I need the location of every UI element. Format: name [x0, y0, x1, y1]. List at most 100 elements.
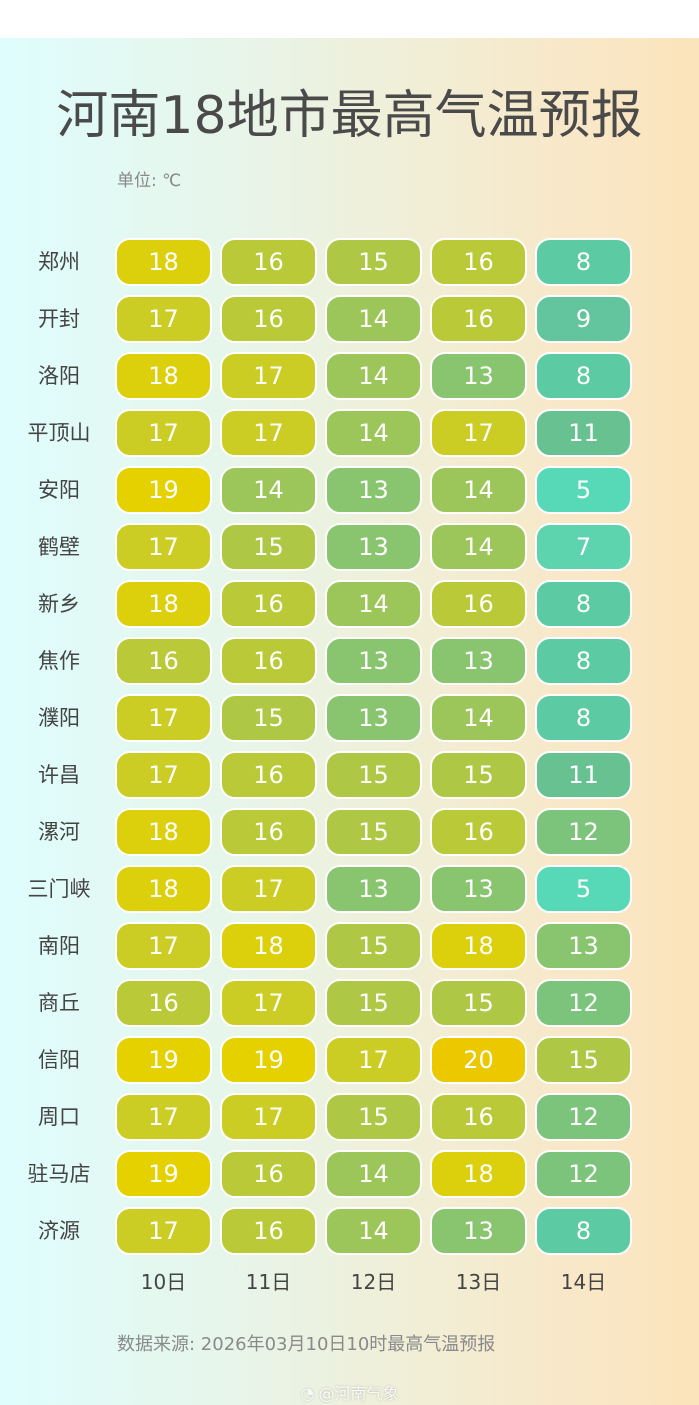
- temperature-cell: 19: [220, 1036, 317, 1084]
- temperature-cell: 17: [430, 409, 527, 457]
- temperature-cell: 18: [430, 1150, 527, 1198]
- city-label: 平顶山: [27, 421, 91, 445]
- date-label: 13日: [455, 1270, 502, 1294]
- temperature-cell: 7: [535, 523, 632, 571]
- date-label: 10日: [140, 1270, 187, 1294]
- city-label: 焦作: [38, 649, 80, 673]
- temperature-cell: 18: [430, 922, 527, 970]
- date-label: 12日: [350, 1270, 397, 1294]
- city-label: 新乡: [38, 592, 80, 616]
- temperature-cell: 18: [115, 808, 212, 856]
- temperature-cell: 16: [430, 238, 527, 286]
- temperature-cell: 15: [535, 1036, 632, 1084]
- city-label: 商丘: [38, 991, 80, 1015]
- table-row: 焦作 16 16 13 13 8: [0, 637, 699, 687]
- temperature-cell: 9: [535, 295, 632, 343]
- temperature-cell: 14: [220, 466, 317, 514]
- temperature-cell: 16: [220, 1207, 317, 1255]
- temperature-cell: 16: [220, 808, 317, 856]
- temperature-cell: 18: [115, 238, 212, 286]
- temperature-cell: 12: [535, 979, 632, 1027]
- temperature-cell: 16: [220, 238, 317, 286]
- temperature-cell: 14: [325, 1207, 422, 1255]
- table-row: 洛阳 18 17 14 13 8: [0, 352, 699, 402]
- temperature-cell: 11: [535, 409, 632, 457]
- temperature-cell: 18: [220, 922, 317, 970]
- temperature-cell: 19: [115, 1150, 212, 1198]
- city-label: 信阳: [38, 1048, 80, 1072]
- temperature-cell: 13: [535, 922, 632, 970]
- city-label: 许昌: [38, 763, 80, 787]
- temperature-cell: 17: [220, 352, 317, 400]
- temperature-cell: 15: [220, 523, 317, 571]
- city-label: 鹤壁: [38, 535, 80, 559]
- city-label: 济源: [38, 1219, 80, 1243]
- city-label: 驻马店: [27, 1162, 91, 1186]
- temperature-cell: 16: [220, 1150, 317, 1198]
- temperature-cell: 17: [220, 409, 317, 457]
- temperature-cell: 17: [115, 694, 212, 742]
- temperature-cell: 15: [325, 922, 422, 970]
- temperature-cell: 17: [115, 1207, 212, 1255]
- temperature-cell: 8: [535, 1207, 632, 1255]
- temperature-cell: 16: [430, 295, 527, 343]
- city-label: 三门峡: [27, 877, 91, 901]
- forecast-card: 河南18地市最高气温预报 单位: ℃ 郑州 18 16 15 16 8 开封 17 16 14 16…: [0, 38, 699, 1405]
- watermark: ◔ @河南气象: [0, 1380, 699, 1404]
- temperature-cell: 16: [430, 808, 527, 856]
- temperature-cell: 13: [325, 466, 422, 514]
- table-row: 三门峡 18 17 13 13 5: [0, 865, 699, 915]
- table-row: 许昌 17 16 15 15 11: [0, 751, 699, 801]
- temperature-cell: 13: [430, 637, 527, 685]
- table-row: 驻马店 19 16 14 18 12: [0, 1150, 699, 1200]
- table-row: 漯河 18 16 15 16 12: [0, 808, 699, 858]
- temperature-cell: 8: [535, 238, 632, 286]
- temperature-cell: 15: [430, 751, 527, 799]
- temperature-cell: 16: [115, 979, 212, 1027]
- temperature-cell: 14: [325, 352, 422, 400]
- temperature-cell: 16: [220, 751, 317, 799]
- temperature-cell: 13: [325, 694, 422, 742]
- temperature-cell: 15: [325, 1093, 422, 1141]
- temperature-cell: 14: [325, 409, 422, 457]
- temperature-cell: 18: [115, 865, 212, 913]
- temperature-cell: 13: [430, 352, 527, 400]
- city-label: 南阳: [38, 934, 80, 958]
- temperature-cell: 15: [325, 979, 422, 1027]
- temperature-cell: 16: [220, 295, 317, 343]
- temperature-cell: 15: [220, 694, 317, 742]
- table-row: 周口 17 17 15 16 12: [0, 1093, 699, 1143]
- temperature-cell: 14: [325, 1150, 422, 1198]
- table-row: 郑州 18 16 15 16 8: [0, 238, 699, 288]
- temperature-cell: 18: [115, 352, 212, 400]
- table-row: 濮阳 17 15 13 14 8: [0, 694, 699, 744]
- temperature-cell: 14: [430, 523, 527, 571]
- temperature-cell: 14: [430, 694, 527, 742]
- temperature-cell: 15: [430, 979, 527, 1027]
- data-source: 数据来源: 2026年03月10日10时最高气温预报: [117, 1334, 496, 1355]
- temperature-cell: 12: [535, 808, 632, 856]
- temperature-cell: 8: [535, 694, 632, 742]
- temperature-cell: 11: [535, 751, 632, 799]
- temperature-cell: 13: [430, 1207, 527, 1255]
- temperature-cell: 15: [325, 238, 422, 286]
- page-title: 河南18地市最高气温预报: [56, 86, 643, 146]
- temperature-cell: 8: [535, 637, 632, 685]
- temperature-cell: 17: [115, 751, 212, 799]
- table-row: 新乡 18 16 14 16 8: [0, 580, 699, 630]
- temperature-cell: 19: [115, 466, 212, 514]
- table-row: 鹤壁 17 15 13 14 7: [0, 523, 699, 573]
- temperature-cell: 8: [535, 580, 632, 628]
- table-row: 南阳 17 18 15 18 13: [0, 922, 699, 972]
- temperature-cell: 17: [115, 523, 212, 571]
- table-row: 开封 17 16 14 16 9: [0, 295, 699, 345]
- temperature-cell: 16: [220, 580, 317, 628]
- date-label: 11日: [245, 1270, 292, 1294]
- date-label: 14日: [560, 1270, 607, 1294]
- temperature-cell: 17: [220, 1093, 317, 1141]
- date-axis: 10日 11日 12日 13日 14日: [0, 1266, 699, 1296]
- temperature-cell: 17: [115, 409, 212, 457]
- table-row: 济源 17 16 14 13 8: [0, 1207, 699, 1257]
- city-label: 安阳: [38, 478, 80, 502]
- table-row: 信阳 19 19 17 20 15: [0, 1036, 699, 1086]
